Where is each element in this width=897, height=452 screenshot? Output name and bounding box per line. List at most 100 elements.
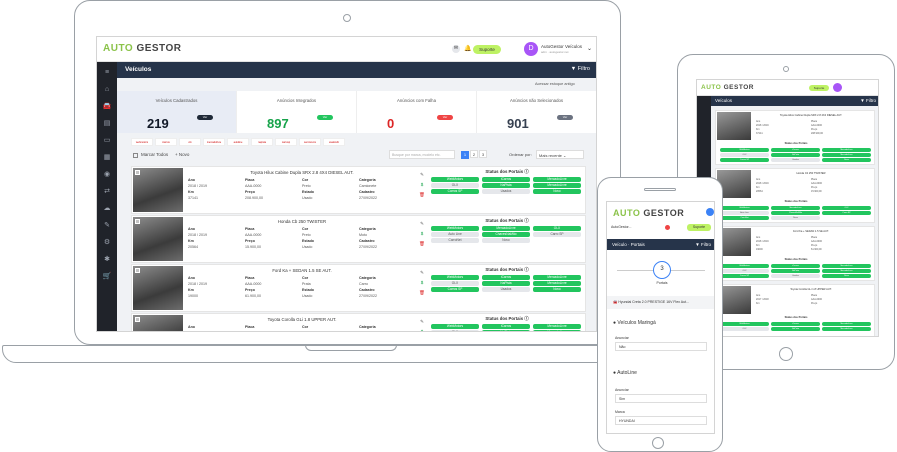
portal-badge[interactable]: MercadoLivre — [482, 226, 530, 231]
tablet-portal-badge[interactable]: NaPista — [771, 153, 820, 157]
portal-badge[interactable]: MercadoLivre — [533, 177, 581, 182]
tablet-portal-badge[interactable]: iCarros — [771, 264, 820, 268]
vehicle-photo[interactable] — [133, 266, 183, 310]
portal-badge[interactable]: Novo — [533, 287, 581, 292]
portal-badge[interactable]: NaPista — [482, 183, 530, 188]
portal-badge[interactable]: WebMotors — [431, 226, 479, 231]
portal-badge[interactable]: Carros SP — [431, 189, 479, 194]
tablet-portal-badge[interactable]: Carro SP — [822, 211, 871, 215]
vehicle-photo[interactable] — [133, 217, 183, 261]
gear-icon[interactable]: ⚙ — [103, 239, 111, 246]
trash-icon[interactable]: 🗑 — [419, 241, 425, 246]
tablet-portal-badge[interactable]: iCarros — [771, 322, 820, 326]
vehicle-card[interactable]: Honda Cb 250 TWISTER Ano Placa Cor Categoria… — [131, 215, 586, 263]
portal-badge[interactable]: Usados — [482, 189, 530, 194]
edit-icon[interactable]: ✎ — [420, 172, 424, 177]
section-autoline[interactable]: ● AutoLine — [613, 370, 637, 376]
portal-badge[interactable]: iCarros — [482, 275, 530, 280]
stat-view-button[interactable]: Ver — [557, 115, 573, 120]
home-icon[interactable]: ⌂ — [104, 86, 110, 93]
icarros-logo[interactable]: icarros — [155, 138, 177, 146]
tablet-portal-badge[interactable]: Usados — [771, 158, 820, 162]
tablet-support-button[interactable]: Suporte — [809, 85, 829, 91]
search-input[interactable]: Busque por marca, modelo etc. — [389, 150, 455, 159]
tablet-portal-badge[interactable]: Carros SP — [720, 274, 769, 278]
tablet-portal-badge[interactable]: Auto Line — [720, 211, 769, 215]
portal-badge[interactable]: Novo — [482, 238, 530, 243]
tablet-vehicle-card[interactable]: Honda Cb 250 TWISTER Ano Placa 2018 / 2019 A… — [715, 168, 875, 223]
edit-icon[interactable]: ✎ — [420, 221, 424, 226]
car-icon[interactable]: 🚘 — [102, 103, 112, 110]
vehicle-title[interactable]: Honda Cb 250 TWISTER — [277, 219, 327, 224]
stat-card[interactable]: Veículos Cadastrados 219 Ver — [117, 91, 237, 133]
tablet-portal-badge[interactable]: Carros SP — [720, 158, 769, 162]
mercadolivre-logo[interactable]: mercadolivre — [203, 138, 225, 146]
price-icon[interactable]: $ — [420, 231, 424, 236]
old-stock-link[interactable]: Acessar estoque antigo — [535, 82, 575, 86]
vehicle-card[interactable]: Toyota Corolla GLi 1.8 UPPER AUT. Ano Plac… — [131, 313, 586, 331]
anunciar-select-1[interactable]: Não — [615, 342, 707, 351]
tablet-vehicle-card[interactable]: Toyota Hilux Cabine Dupla SRX 2.8 4X4 DI… — [715, 110, 875, 165]
tablet-portal-badge[interactable]: Usados — [771, 274, 820, 278]
napista-logo[interactable]: napista — [251, 138, 273, 146]
portal-badge[interactable]: iCarros — [482, 324, 530, 329]
tablet-portal-badge[interactable]: OLX — [720, 153, 769, 157]
vehicle-title[interactable]: Ford Ka + SEDAN 1.5 SE AUT. — [272, 268, 332, 273]
eye-icon[interactable]: ◉ — [103, 171, 111, 178]
select-all-checkbox[interactable] — [133, 153, 138, 158]
chevron-down-icon[interactable]: ⌄ — [587, 46, 593, 52]
tablet-portal-badge[interactable]: Novo — [822, 274, 871, 278]
calendar-icon[interactable]: ▦ — [103, 154, 111, 161]
vehicle-photo[interactable] — [133, 315, 183, 331]
tablet-portal-badge[interactable]: MercadoLivre — [822, 148, 871, 152]
stat-view-button[interactable]: Ver — [197, 115, 213, 120]
trash-icon[interactable]: 🗑 — [419, 290, 425, 295]
portal-badge[interactable]: Usados — [482, 287, 530, 292]
stat-card[interactable]: Anúncios Integrados 897 Ver — [237, 91, 357, 133]
stat-card[interactable]: Anúncios não Selecionados 901 Ver — [477, 91, 596, 133]
stat-view-button[interactable]: Ver — [317, 115, 333, 120]
edit-icon[interactable]: ✎ — [420, 319, 424, 324]
portal-badge[interactable]: Carro SP — [533, 232, 581, 237]
phone-support-button[interactable]: Suporte — [687, 224, 711, 231]
tablet-portal-badge[interactable]: MercadoLivre — [822, 327, 871, 331]
portal-badge[interactable]: MercadoLivre — [533, 275, 581, 280]
section-veiculos-maringa[interactable]: ● Veículos Maringá — [613, 320, 656, 326]
tablet-filter-button[interactable]: ▼ Filtro — [860, 98, 876, 103]
vehicle-checkbox[interactable] — [135, 317, 140, 322]
tablet-portal-badge[interactable]: MercadoLivre — [822, 264, 871, 268]
portal-badge[interactable]: OLX — [431, 183, 479, 188]
page-button[interactable]: 1 — [461, 151, 469, 159]
support-button[interactable]: Suporte — [473, 45, 501, 54]
tablet-vehicle-card[interactable]: Toyota Corolla GLi 1.8 UPPER AUT. Ano Plac… — [715, 284, 875, 336]
bell-icon[interactable]: 🔔 — [464, 46, 472, 52]
webmotors-logo[interactable]: webmotors — [131, 138, 153, 146]
hamburger-icon[interactable]: ≡ — [104, 69, 110, 76]
tablet-portal-badge[interactable]: WebMotors — [720, 264, 769, 268]
carrosp-logo[interactable]: carrosp — [275, 138, 297, 146]
tablet-portal-badge[interactable]: OLX — [720, 327, 769, 331]
vehicle-title[interactable]: Toyota Corolla GLi 1.8 UPPER AUT. — [267, 317, 337, 322]
autoline-logo[interactable]: autoline — [227, 138, 249, 146]
vehicle-checkbox[interactable] — [135, 219, 140, 224]
select-all-label[interactable]: Marcar Todos — [141, 152, 169, 157]
tablet-portal-badge[interactable]: OLX — [822, 206, 871, 210]
tablet-portal-badge[interactable]: NaPista — [771, 269, 820, 273]
price-icon[interactable]: $ — [420, 182, 424, 187]
portal-badge[interactable]: WebMotors — [431, 275, 479, 280]
vehicle-card[interactable]: Toyota Hilux Cabine Dupla SRX 2.8 4X4 DI… — [131, 166, 586, 214]
chat-icon[interactable]: ✉ — [452, 45, 460, 53]
vehicle-title[interactable]: Toyota Hilux Cabine Dupla SRX 2.8 4X4 DI… — [250, 170, 354, 175]
tablet-portal-badge[interactable]: MercadoLivre — [771, 206, 820, 210]
portal-badge[interactable]: Carros SP — [431, 287, 479, 292]
tablet-avatar[interactable] — [833, 83, 842, 92]
tablet-portal-badge[interactable]: CarroNet — [720, 216, 769, 220]
page-button[interactable]: 3 — [479, 150, 487, 158]
portal-badge[interactable]: Novo — [533, 189, 581, 194]
portal-badge[interactable]: MercadoLivre — [533, 183, 581, 188]
phone-menu-icon[interactable] — [706, 208, 714, 216]
vehicle-card[interactable]: Ford Ka + SEDAN 1.5 SE AUT. Ano Placa Cor Ca… — [131, 264, 586, 312]
page-button[interactable]: 2 — [470, 150, 478, 158]
vehicle-photo[interactable] — [133, 168, 183, 212]
settings-icon[interactable]: ✱ — [104, 256, 110, 263]
